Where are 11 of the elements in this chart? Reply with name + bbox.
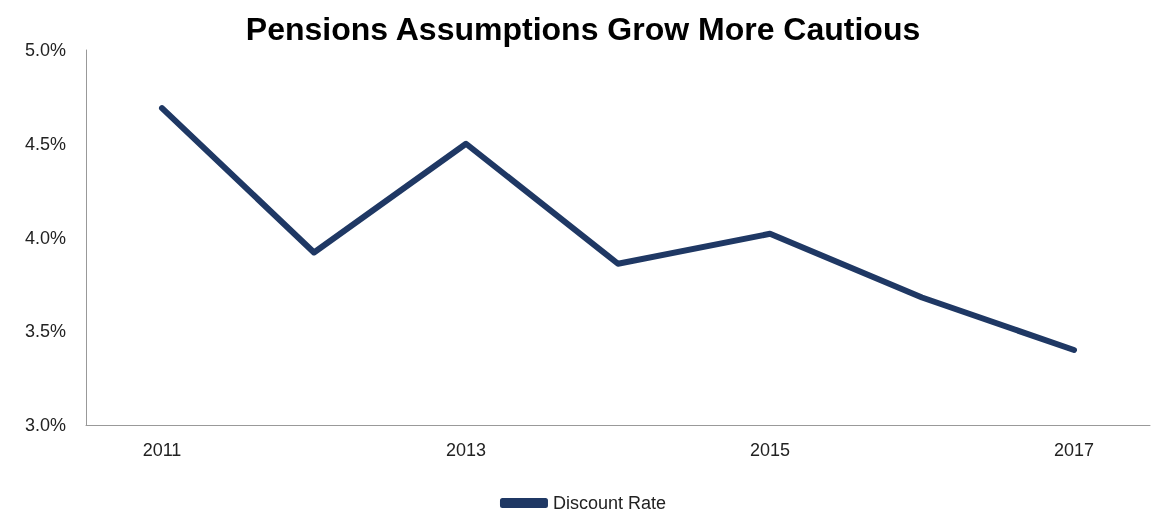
x-tick-label: 2013	[445, 440, 487, 460]
y-tick-label: 3.5%	[24, 321, 66, 342]
x-tick-label: 2011	[142, 440, 182, 460]
y-tick-label: 4.0%	[24, 227, 66, 248]
y-tick-label: 4.5%	[24, 133, 66, 154]
x-tick-label: 2017	[1053, 440, 1095, 460]
legend-label: Discount Rate	[552, 493, 667, 513]
y-tick-label: 3.0%	[24, 415, 66, 435]
y-tick-label: 5.0%	[24, 40, 66, 60]
chart-title: Pensions Assumptions Grow More Cautious	[245, 11, 921, 47]
x-tick-label: 2015	[749, 440, 791, 460]
